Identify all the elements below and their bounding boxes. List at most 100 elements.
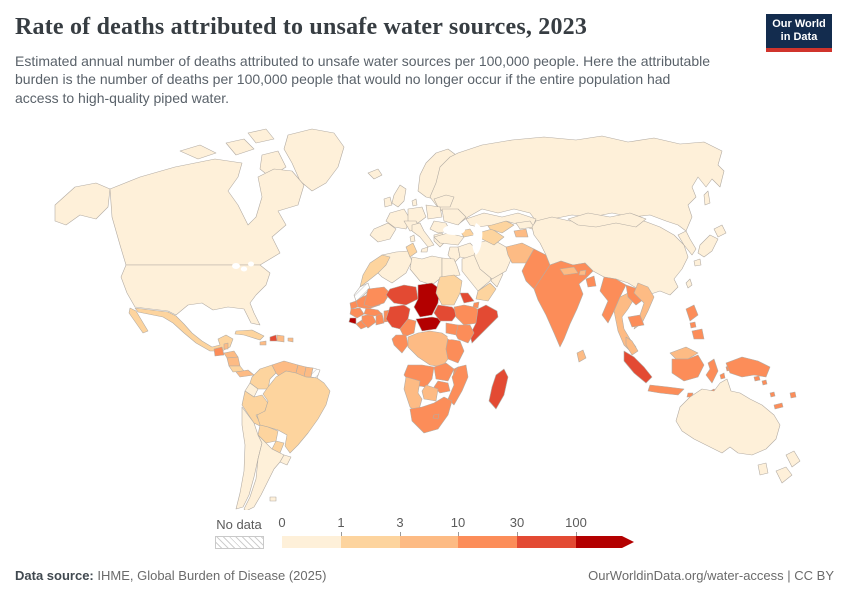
country-dominican-republic[interactable] bbox=[276, 334, 285, 343]
country-brazil[interactable] bbox=[256, 370, 331, 454]
country-japan-honshu[interactable] bbox=[697, 234, 719, 258]
country-congo-gabon[interactable] bbox=[391, 334, 409, 354]
country-zambia[interactable] bbox=[433, 362, 455, 382]
country-indonesia-maluku1[interactable] bbox=[719, 372, 726, 380]
legend-bin-3-10[interactable] bbox=[400, 536, 459, 548]
country-italy[interactable] bbox=[411, 222, 435, 248]
country-belize[interactable] bbox=[223, 342, 229, 350]
country-ukraine[interactable] bbox=[441, 208, 467, 226]
country-philippines-mindanao[interactable] bbox=[691, 328, 705, 340]
legend-bin-0-1[interactable] bbox=[282, 536, 342, 548]
country-egypt[interactable] bbox=[441, 257, 461, 278]
legend-bin-30-100[interactable] bbox=[517, 536, 577, 548]
country-spain-portugal[interactable] bbox=[369, 222, 397, 243]
country-haiti[interactable] bbox=[269, 334, 278, 342]
country-canada-arctic1[interactable] bbox=[247, 128, 275, 144]
country-uruguay[interactable] bbox=[279, 454, 292, 466]
country-indonesia-sulawesi[interactable] bbox=[705, 358, 719, 384]
country-guatemala[interactable] bbox=[213, 346, 225, 357]
country-yemen[interactable] bbox=[475, 282, 497, 302]
country-sudan[interactable] bbox=[435, 274, 463, 306]
country-south-sudan[interactable] bbox=[433, 304, 459, 322]
country-new-guinea[interactable] bbox=[725, 356, 771, 378]
country-puerto-rico[interactable] bbox=[287, 337, 294, 343]
country-poland[interactable] bbox=[425, 204, 443, 220]
country-niger[interactable] bbox=[385, 284, 419, 306]
country-vanuatu[interactable] bbox=[769, 391, 776, 398]
country-bhutan[interactable] bbox=[578, 269, 587, 276]
country-australia[interactable] bbox=[675, 378, 781, 456]
country-cambodia[interactable] bbox=[627, 314, 645, 328]
country-solomon-islands2[interactable] bbox=[761, 379, 768, 386]
country-malaysia[interactable] bbox=[625, 336, 639, 356]
country-france[interactable] bbox=[385, 208, 411, 230]
country-japan-hokkaido[interactable] bbox=[713, 224, 727, 238]
country-senegal[interactable] bbox=[349, 300, 359, 310]
legend-no-data-swatch[interactable] bbox=[215, 536, 264, 549]
country-lesotho[interactable] bbox=[432, 413, 440, 420]
country-new-caledonia[interactable] bbox=[773, 402, 784, 410]
country-mongolia[interactable] bbox=[567, 212, 647, 228]
country-italy-sicily[interactable] bbox=[420, 246, 429, 253]
country-sierra-leone[interactable] bbox=[348, 317, 357, 325]
country-korea[interactable] bbox=[677, 230, 697, 256]
country-bangladesh[interactable] bbox=[585, 275, 597, 288]
footer-link[interactable]: OurWorldinData.org/water-access | CC BY bbox=[588, 568, 834, 583]
legend-bin-10-30[interactable] bbox=[458, 536, 518, 548]
country-mali[interactable] bbox=[363, 286, 391, 308]
country-baltics[interactable] bbox=[433, 194, 455, 208]
country-solomon-islands1[interactable] bbox=[753, 375, 761, 382]
country-mexico-baja[interactable] bbox=[128, 307, 149, 334]
country-uganda[interactable] bbox=[445, 322, 459, 336]
country-denmark[interactable] bbox=[411, 198, 418, 207]
country-morocco[interactable] bbox=[359, 254, 391, 288]
country-fiji[interactable] bbox=[789, 391, 797, 399]
country-botswana[interactable] bbox=[421, 384, 439, 402]
country-usa[interactable] bbox=[120, 264, 271, 326]
country-canada-arctic2[interactable] bbox=[225, 138, 255, 156]
country-mozambique[interactable] bbox=[447, 364, 469, 406]
country-eritrea[interactable] bbox=[459, 292, 475, 304]
country-italy-sardinia[interactable] bbox=[409, 234, 416, 243]
country-indonesia-sumatra[interactable] bbox=[623, 350, 653, 384]
country-central-african-republic[interactable] bbox=[415, 316, 443, 332]
country-south-africa[interactable] bbox=[409, 396, 453, 434]
country-germany[interactable] bbox=[407, 206, 427, 224]
country-taiwan[interactable] bbox=[685, 278, 693, 289]
country-malaysia-borneo[interactable] bbox=[669, 346, 699, 360]
country-australia-tasmania[interactable] bbox=[757, 462, 769, 476]
country-nicaragua[interactable] bbox=[226, 356, 241, 367]
country-tanzania[interactable] bbox=[445, 338, 465, 364]
country-greenland[interactable] bbox=[283, 128, 345, 192]
legend-bin-100-plus[interactable] bbox=[576, 536, 622, 548]
country-chad[interactable] bbox=[413, 282, 441, 318]
country-philippines-visayas[interactable] bbox=[689, 321, 697, 329]
country-madagascar[interactable] bbox=[488, 368, 509, 410]
country-falkland-islands[interactable] bbox=[269, 496, 277, 502]
country-usa-alaska[interactable] bbox=[54, 182, 111, 226]
legend-bin-1-3[interactable] bbox=[341, 536, 401, 548]
country-iceland[interactable] bbox=[367, 168, 383, 180]
country-drc[interactable] bbox=[407, 330, 449, 368]
country-nepal[interactable] bbox=[559, 266, 579, 276]
country-india[interactable] bbox=[533, 260, 594, 348]
country-japan-kyushu[interactable] bbox=[693, 258, 702, 267]
country-somalia[interactable] bbox=[469, 304, 499, 344]
country-mexico[interactable] bbox=[134, 307, 234, 352]
country-turkey[interactable] bbox=[433, 232, 465, 246]
country-uk[interactable] bbox=[391, 184, 407, 208]
country-canada[interactable] bbox=[109, 158, 305, 266]
country-cuba[interactable] bbox=[234, 329, 265, 341]
country-tunisia[interactable] bbox=[405, 242, 418, 258]
country-burkina-faso[interactable] bbox=[363, 307, 383, 317]
country-namibia[interactable] bbox=[403, 376, 423, 414]
country-argentina[interactable] bbox=[243, 434, 285, 510]
country-russia-sakhalin[interactable] bbox=[703, 190, 711, 206]
country-libya[interactable] bbox=[409, 255, 443, 286]
country-guinea[interactable] bbox=[349, 307, 365, 319]
country-sri-lanka[interactable] bbox=[576, 349, 587, 363]
country-jamaica[interactable] bbox=[259, 340, 267, 346]
country-myanmar[interactable] bbox=[599, 276, 627, 324]
country-indonesia-kalimantan[interactable] bbox=[671, 354, 705, 382]
country-new-zealand-north[interactable] bbox=[785, 450, 801, 468]
